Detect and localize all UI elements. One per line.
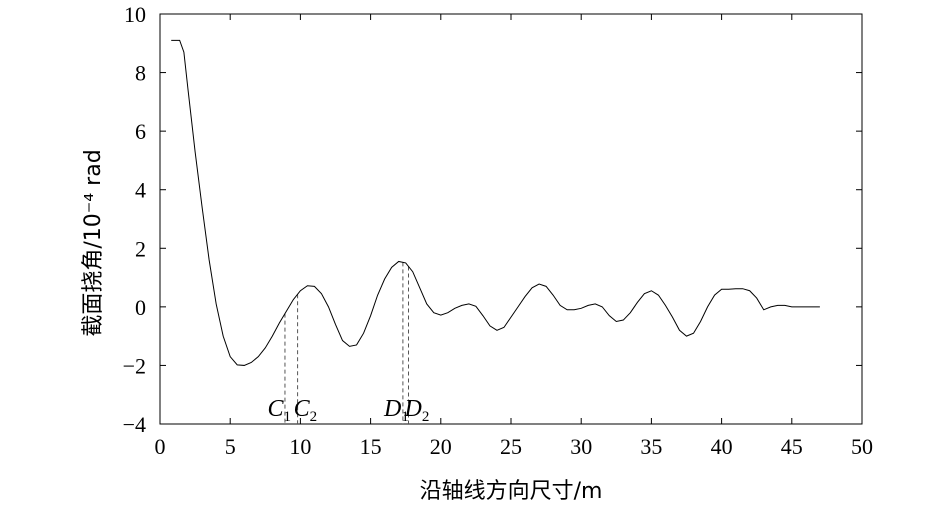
y-axis-label: 截面挠角/10⁻⁴ rad bbox=[81, 149, 106, 336]
x-tick-label: 5 bbox=[225, 434, 236, 459]
annotation-label: C1 bbox=[267, 396, 291, 425]
x-tick-label: 35 bbox=[640, 434, 662, 459]
plot-area-frame bbox=[159, 13, 863, 425]
y-tick-label: −2 bbox=[123, 353, 146, 378]
x-tick-label: 0 bbox=[155, 434, 166, 459]
y-tick-label: 10 bbox=[124, 2, 146, 27]
axis-tick-labels: 0 5 10 15 20 25 30 35 40 45 50 −4 −2 0 2 4 6 8 10 bbox=[123, 2, 873, 459]
y-tick-label: 2 bbox=[135, 236, 146, 261]
annotation-label: D2 bbox=[404, 396, 430, 425]
series-line bbox=[171, 39, 820, 366]
x-tick-label: 40 bbox=[711, 434, 733, 459]
y-tick-label: −4 bbox=[123, 412, 146, 437]
x-tick-label: 15 bbox=[360, 434, 382, 459]
x-tick-label: 10 bbox=[289, 434, 311, 459]
y-tick-label: 0 bbox=[135, 295, 146, 320]
x-tick-label: 45 bbox=[781, 434, 803, 459]
x-tick-label: 30 bbox=[570, 434, 592, 459]
y-tick-label: 8 bbox=[135, 61, 146, 86]
x-axis-label: 沿轴线方向尺寸/m bbox=[420, 479, 603, 504]
x-tick-label: 25 bbox=[500, 434, 522, 459]
annotation-guide-lines bbox=[284, 262, 410, 424]
axis-ticks bbox=[159, 13, 863, 425]
annotation-label: C2 bbox=[294, 396, 318, 425]
x-tick-label: 20 bbox=[430, 434, 452, 459]
y-tick-label: 4 bbox=[135, 178, 146, 203]
y-tick-label: 6 bbox=[135, 119, 146, 144]
x-tick-label: 50 bbox=[851, 434, 873, 459]
